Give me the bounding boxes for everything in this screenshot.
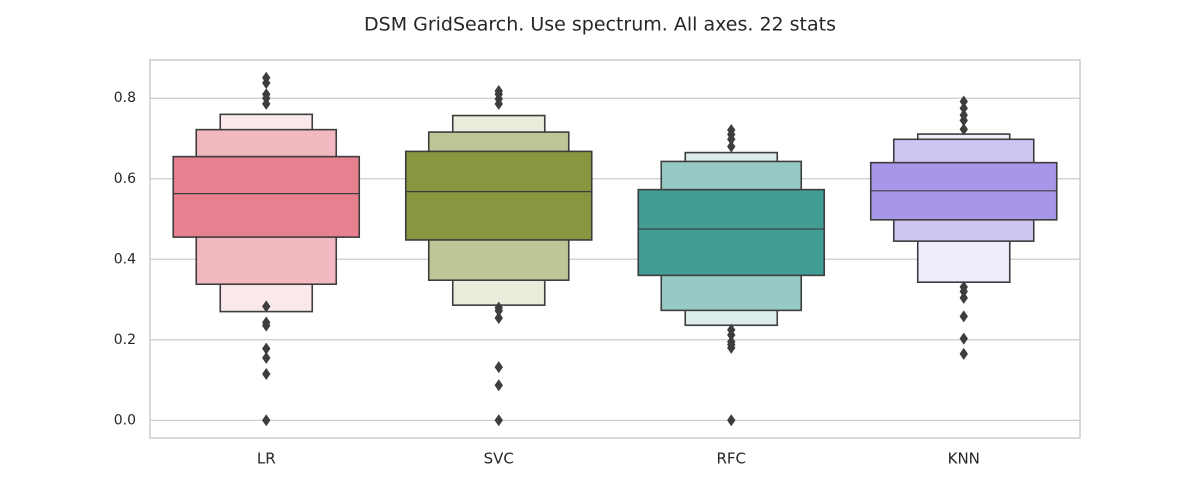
y-tick-label: 0.0 xyxy=(114,412,136,428)
x-axis-ticks: LR SVC RFC KNN xyxy=(257,450,980,468)
outlier-point xyxy=(262,351,271,364)
x-tick-label: LR xyxy=(257,450,276,468)
outlier-point xyxy=(959,310,968,323)
boxen-rfc xyxy=(637,124,826,427)
outlier-point xyxy=(262,414,271,427)
outlier-point xyxy=(494,312,503,325)
outlier-point xyxy=(727,335,736,348)
outlier-point xyxy=(262,316,271,329)
outlier-point xyxy=(727,124,736,137)
box-level-1 xyxy=(172,155,361,238)
outlier-point xyxy=(262,342,271,355)
outlier-point xyxy=(727,414,736,427)
outlier-point xyxy=(959,347,968,360)
y-tick-label: 0.2 xyxy=(114,332,136,348)
outlier-point xyxy=(262,300,271,313)
y-tick-label: 0.4 xyxy=(114,251,136,267)
plot-frame xyxy=(149,59,1081,439)
boxen-lr xyxy=(172,71,361,427)
outlier-point xyxy=(727,323,736,336)
x-tick-label: KNN xyxy=(948,450,980,468)
y-tick-label: 0.8 xyxy=(114,90,136,106)
outlier-point xyxy=(262,367,271,380)
outlier-point xyxy=(959,332,968,345)
outlier-point xyxy=(262,88,271,101)
box-level-1 xyxy=(404,150,593,241)
chart-title: DSM GridSearch. Use spectrum. All axes. … xyxy=(364,14,836,36)
outlier-point xyxy=(959,123,968,136)
y-axis-ticks: 0.0 0.2 0.4 0.6 0.8 xyxy=(114,90,136,428)
outlier-point xyxy=(494,301,503,314)
box-level-1 xyxy=(637,188,826,277)
outlier-point xyxy=(494,414,503,427)
boxen-svc xyxy=(404,84,593,427)
outlier-point xyxy=(494,84,503,97)
x-tick-label: RFC xyxy=(716,450,746,468)
outlier-point xyxy=(262,71,271,84)
y-tick-label: 0.6 xyxy=(114,171,136,187)
x-tick-label: SVC xyxy=(484,450,514,468)
outlier-point xyxy=(959,109,968,122)
outlier-point xyxy=(959,95,968,108)
outlier-point xyxy=(494,379,503,392)
outlier-point xyxy=(727,140,736,153)
plot-layer xyxy=(172,71,1058,427)
outlier-point xyxy=(494,361,503,374)
boxen-knn xyxy=(869,95,1058,360)
outlier-point xyxy=(959,102,968,115)
outlier-point xyxy=(959,281,968,294)
outlier-point xyxy=(959,291,968,304)
